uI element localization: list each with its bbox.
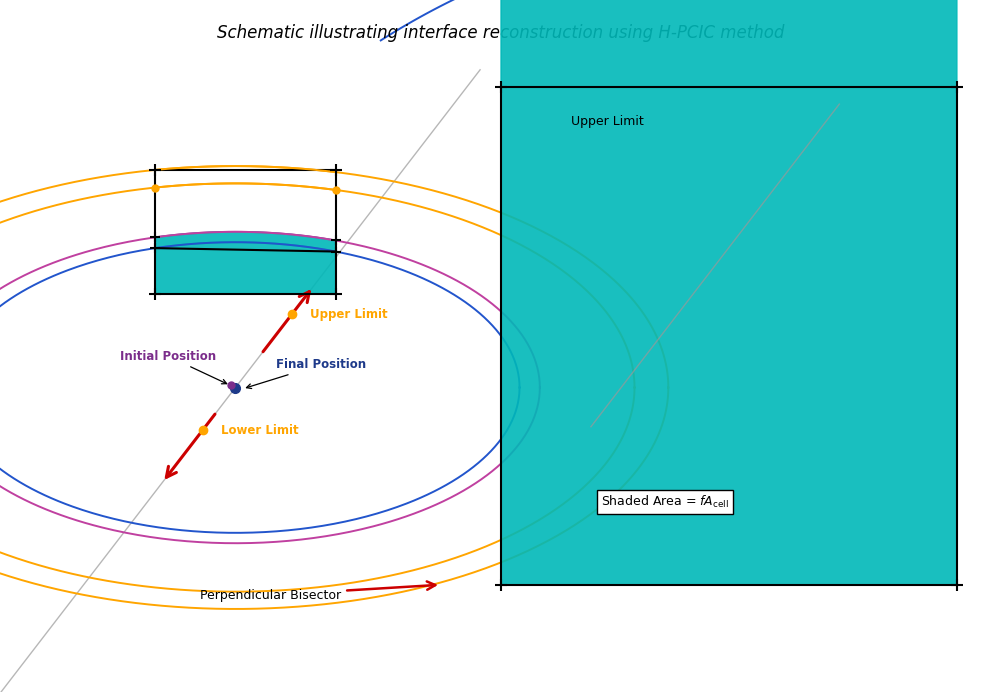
Polygon shape bbox=[155, 232, 336, 294]
Text: Upper Limit: Upper Limit bbox=[310, 308, 388, 320]
Text: Lower Limit: Lower Limit bbox=[220, 424, 299, 437]
Text: Final Position: Final Position bbox=[246, 358, 366, 388]
Text: Shaded Area = $fA_{\rm cell}$: Shaded Area = $fA_{\rm cell}$ bbox=[601, 493, 729, 510]
Text: Initial Position: Initial Position bbox=[120, 350, 226, 384]
Text: Upper Limit: Upper Limit bbox=[571, 115, 644, 127]
Polygon shape bbox=[501, 0, 957, 585]
Text: Perpendicular Bisector: Perpendicular Bisector bbox=[200, 581, 435, 601]
Text: Schematic illustrating interface reconstruction using H-PCIC method: Schematic illustrating interface reconst… bbox=[217, 24, 785, 42]
